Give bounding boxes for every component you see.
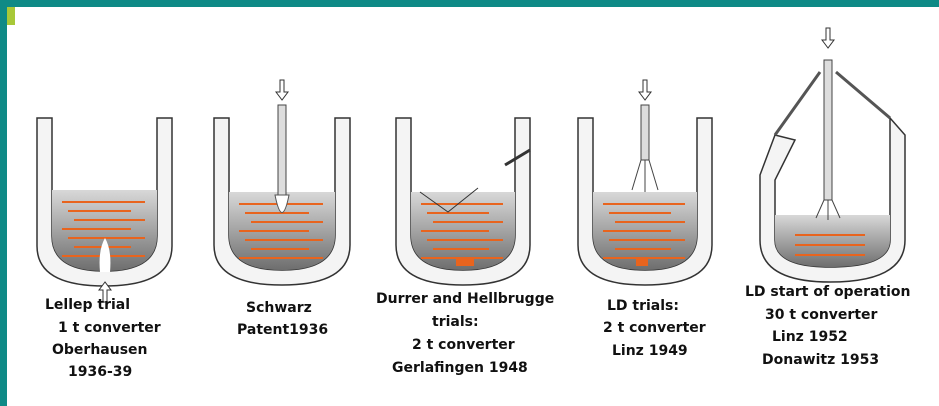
arrow [98,281,112,303]
caption: 30 t converter [765,307,878,323]
caption: 1936-39 [68,364,133,380]
surface-dip [419,187,479,213]
caption: 2 t converter [412,337,515,353]
caption: Linz 1949 [612,343,688,359]
melt [775,215,890,267]
caption: Schwarz [246,300,312,316]
gas-jet [99,238,111,272]
lance [640,104,650,161]
caption: Durrer and Hellbrugge [376,291,555,307]
corner-mark [7,7,15,25]
left-border [0,0,7,406]
arrow [275,79,289,101]
caption: 1 t converter [58,320,161,336]
caption: trials: [432,314,479,330]
oxygen-jet [815,199,841,220]
caption: Lellep trial [45,297,131,313]
oxygen-jet [631,159,659,192]
hot-spot [636,258,648,266]
jet-cavity [274,194,290,213]
caption: Gerlafingen 1948 [392,360,528,376]
arrow [638,79,652,101]
lance [823,59,833,201]
hot-spot [456,258,474,266]
side-tuyere [504,148,531,167]
caption: Oberhausen [52,342,148,358]
lance [277,104,287,206]
caption: LD trials: [607,298,679,314]
caption: Linz 1952 [772,329,848,345]
caption: 2 t converter [603,320,706,336]
top-border [0,0,939,7]
caption: Donawitz 1953 [762,352,880,368]
caption: LD start of operation [745,284,911,300]
arrow [821,27,835,49]
hood [773,70,891,136]
caption: Patent1936 [237,322,329,338]
